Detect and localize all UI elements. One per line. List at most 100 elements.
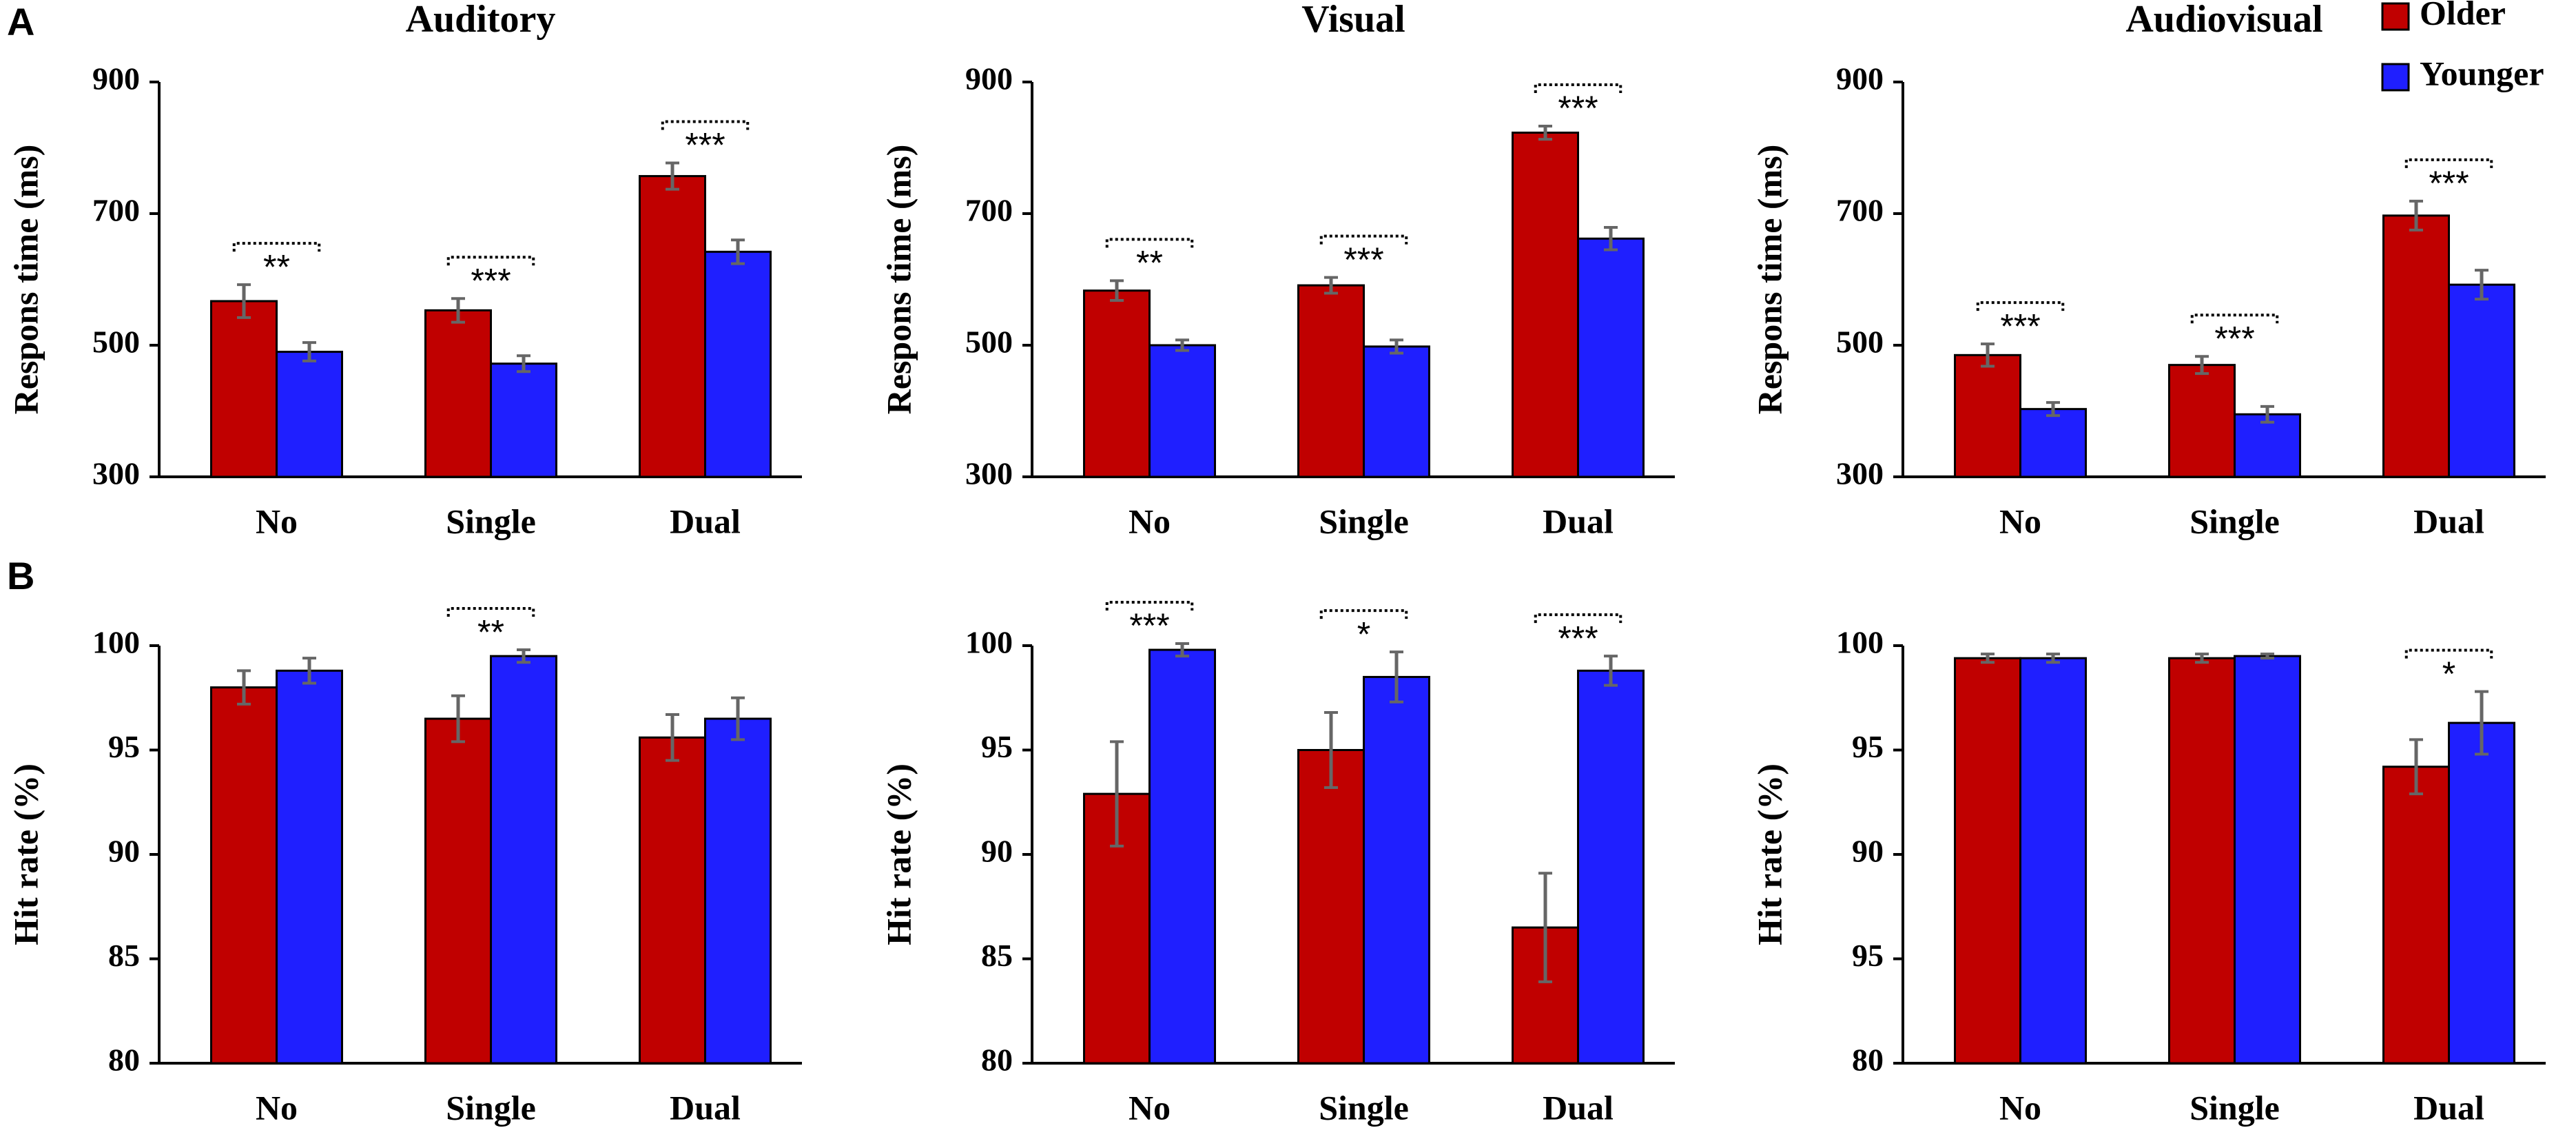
- bar: [2448, 283, 2515, 478]
- y-tick-label: 500: [92, 325, 140, 360]
- bar: [1297, 749, 1365, 1065]
- bar: [1148, 344, 1216, 478]
- bar: [276, 669, 343, 1065]
- bar: [2019, 408, 2087, 478]
- y-tick-label: 85: [981, 938, 1013, 973]
- y-tick-label: 95: [108, 729, 140, 764]
- bar: [1297, 284, 1365, 478]
- bar: [2448, 721, 2515, 1065]
- significance-label: ***: [2214, 319, 2254, 358]
- y-tick-label: 100: [965, 625, 1013, 660]
- y-tick-label: 300: [92, 456, 140, 491]
- y-tick-label: 900: [965, 61, 1013, 96]
- y-tick-label: 500: [965, 325, 1013, 360]
- bar: [2234, 413, 2301, 478]
- x-tick-label: Single: [1319, 1088, 1409, 1127]
- bar: [424, 717, 492, 1065]
- bar: [2382, 766, 2450, 1065]
- chart-title: Audiovisual: [2125, 0, 2322, 41]
- y-tick-label: 900: [92, 61, 140, 96]
- y-tick-label: 700: [1836, 193, 1884, 228]
- bar: [2382, 214, 2450, 478]
- legend-swatch: [2381, 63, 2410, 92]
- x-tick-label: No: [256, 502, 298, 540]
- bar: [1954, 657, 2021, 1065]
- x-tick-label: No: [1999, 1088, 2041, 1127]
- y-tick-label: 80: [108, 1043, 140, 1078]
- significance-bracket: [2190, 314, 2279, 324]
- bar: [490, 362, 557, 478]
- x-tick-label: Dual: [670, 502, 741, 540]
- bar: [639, 175, 706, 478]
- significance-bracket: [232, 242, 321, 252]
- chart-title: Visual: [1301, 0, 1405, 41]
- bar: [1577, 669, 1645, 1065]
- bar: [490, 655, 557, 1065]
- significance-label: **: [477, 613, 504, 651]
- legend-label: Younger: [2420, 54, 2544, 92]
- significance-label: ***: [1129, 606, 1169, 645]
- significance-bracket: [1105, 238, 1194, 248]
- significance-bracket: [2404, 158, 2493, 168]
- bar: [210, 686, 278, 1065]
- bar: [704, 250, 772, 478]
- y-tick-label: 300: [1836, 456, 1884, 491]
- x-tick-label: No: [1129, 502, 1171, 540]
- y-axis-label: Hit rate (%): [1750, 763, 1789, 945]
- y-tick-label: 700: [92, 193, 140, 228]
- significance-bracket: [1105, 600, 1194, 610]
- x-tick-label: Dual: [2413, 1088, 2484, 1127]
- significance-label: ***: [1558, 89, 1598, 127]
- x-tick-label: Single: [446, 502, 536, 540]
- y-tick-label: 80: [1852, 1043, 1884, 1078]
- bar: [1083, 289, 1151, 478]
- y-axis-label: Respons time (ms): [6, 145, 45, 415]
- y-tick-label: 500: [1836, 325, 1884, 360]
- bar: [2234, 655, 2301, 1065]
- bar: [1577, 237, 1645, 478]
- significance-bracket: [1976, 301, 2065, 311]
- bar: [1148, 648, 1216, 1065]
- y-tick-label: 95: [1852, 729, 1884, 764]
- y-axis-label: Respons time (ms): [879, 145, 918, 415]
- bar: [639, 736, 706, 1065]
- x-tick-label: Dual: [670, 1088, 741, 1127]
- x-tick-label: No: [256, 1088, 298, 1127]
- x-tick-label: No: [1129, 1088, 1171, 1127]
- significance-bracket: [446, 256, 535, 266]
- bar: [704, 717, 772, 1065]
- chart-title: Auditory: [406, 0, 556, 41]
- y-tick-label: 300: [965, 456, 1013, 491]
- y-axis-label: Hit rate (%): [879, 763, 918, 945]
- panel-label: B: [7, 554, 34, 597]
- significance-label: ***: [1558, 619, 1598, 657]
- bar: [424, 309, 492, 478]
- y-axis-label: Respons time (ms): [1750, 145, 1789, 415]
- significance-label: *: [1357, 615, 1370, 653]
- x-tick-label: Dual: [1543, 1088, 1614, 1127]
- y-tick-label: 100: [92, 625, 140, 660]
- significance-label: ***: [1343, 240, 1383, 279]
- significance-label: *: [2442, 655, 2455, 693]
- y-tick-label: 85: [108, 938, 140, 973]
- x-tick-label: Dual: [2413, 502, 2484, 540]
- significance-bracket: [1319, 609, 1408, 619]
- bar: [2168, 364, 2236, 478]
- y-tick-label: 100: [1836, 625, 1884, 660]
- y-tick-label: 90: [1852, 834, 1884, 869]
- y-axis-label: Hit rate (%): [6, 763, 45, 945]
- significance-label: ***: [685, 126, 725, 165]
- y-tick-label: 95: [1852, 938, 1884, 973]
- bar: [1363, 675, 1430, 1065]
- significance-bracket: [446, 607, 535, 617]
- bar: [2168, 657, 2236, 1065]
- x-tick-label: Dual: [1543, 502, 1614, 540]
- y-tick-label: 90: [108, 834, 140, 869]
- panel-label: A: [7, 0, 34, 43]
- significance-label: **: [263, 247, 290, 286]
- legend-label: Older: [2420, 0, 2506, 32]
- x-tick-label: Single: [2189, 502, 2280, 540]
- x-tick-label: Single: [1319, 502, 1409, 540]
